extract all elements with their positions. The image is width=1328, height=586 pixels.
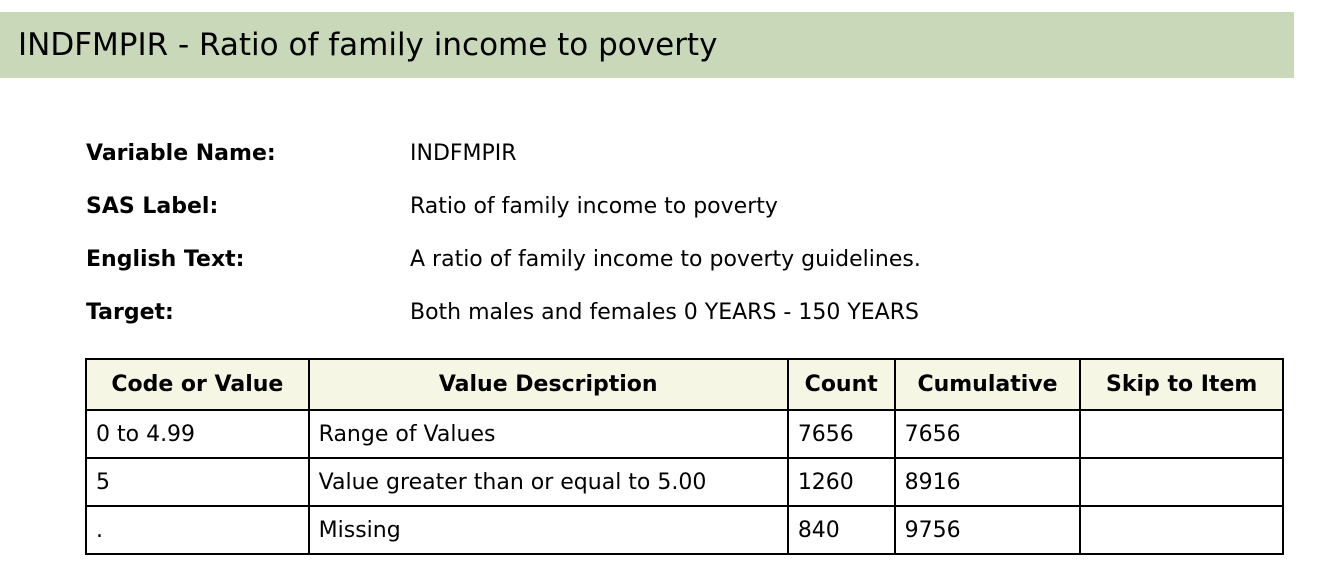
page-title: INDFMPIR - Ratio of family income to pov… (18, 27, 718, 63)
cell-description: Missing (307, 505, 789, 555)
sas-label-value: Ratio of family income to poverty (410, 194, 778, 219)
table-row: 5 Value greater than or equal to 5.00 12… (85, 457, 1284, 507)
cell-cumulative: 7656 (893, 409, 1082, 459)
header-value-description: Value Description (307, 358, 789, 411)
target-label: Target: (86, 300, 174, 325)
table-row: 0 to 4.99 Range of Values 7656 7656 (85, 409, 1284, 459)
header-count: Count (786, 358, 896, 411)
title-bar: INDFMPIR - Ratio of family income to pov… (0, 12, 1294, 78)
cell-description: Range of Values (307, 409, 789, 459)
english-text-value: A ratio of family income to poverty guid… (410, 247, 921, 272)
cell-cumulative: 9756 (893, 505, 1082, 555)
table-row: . Missing 840 9756 (85, 505, 1284, 555)
target-value: Both males and females 0 YEARS - 150 YEA… (410, 300, 919, 325)
cell-skip-to-item (1079, 457, 1284, 507)
cell-description: Value greater than or equal to 5.00 (307, 457, 789, 507)
variable-name-label: Variable Name: (86, 141, 276, 166)
header-cumulative: Cumulative (893, 358, 1082, 411)
header-skip-to-item: Skip to Item (1079, 358, 1284, 411)
sas-label-label: SAS Label: (86, 194, 219, 219)
cell-code: . (85, 505, 310, 555)
variable-name-value: INDFMPIR (410, 141, 517, 166)
cell-count: 840 (786, 505, 896, 555)
table-header-row: Code or Value Value Description Count Cu… (85, 358, 1284, 411)
cell-code: 5 (85, 457, 310, 507)
cell-count: 7656 (786, 409, 896, 459)
cell-skip-to-item (1079, 409, 1284, 459)
cell-cumulative: 8916 (893, 457, 1082, 507)
cell-code: 0 to 4.99 (85, 409, 310, 459)
cell-skip-to-item (1079, 505, 1284, 555)
english-text-label: English Text: (86, 247, 245, 272)
cell-count: 1260 (786, 457, 896, 507)
header-code-or-value: Code or Value (85, 358, 310, 411)
codebook-table: Code or Value Value Description Count Cu… (85, 358, 1284, 555)
